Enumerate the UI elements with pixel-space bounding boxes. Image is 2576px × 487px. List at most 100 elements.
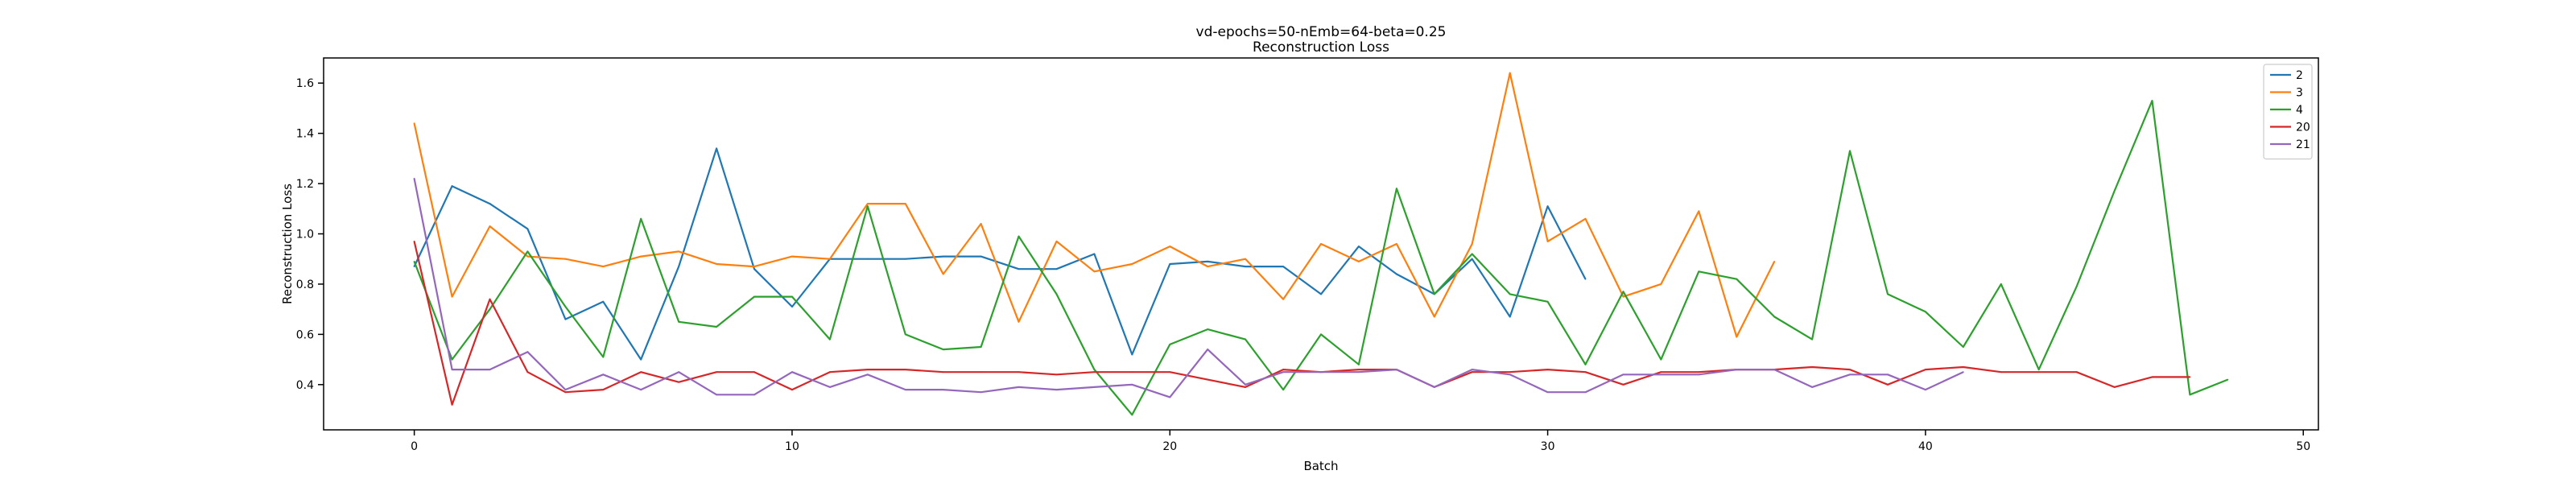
- data-point: [753, 371, 755, 374]
- series-21: [413, 177, 1964, 398]
- series-4: [413, 99, 2229, 416]
- data-point: [942, 273, 944, 275]
- data-point: [866, 374, 869, 376]
- data-point: [1131, 414, 1133, 416]
- data-point: [1131, 371, 1133, 374]
- y-tick-label: 1.4: [296, 128, 314, 141]
- data-point: [980, 346, 982, 348]
- data-point: [1169, 263, 1171, 265]
- x-axis-label: Batch: [1303, 459, 1338, 473]
- data-point: [1055, 374, 1058, 376]
- data-point: [1358, 261, 1360, 262]
- data-point: [1018, 235, 1020, 237]
- x-tick-label: 50: [2296, 440, 2310, 453]
- data-point: [1245, 258, 1246, 260]
- data-point: [1509, 371, 1511, 374]
- y-tick-label: 1.0: [296, 229, 314, 241]
- x-axis-ticks: 0 10 20 30 40 50: [411, 430, 2310, 453]
- data-point: [1509, 316, 1511, 318]
- data-point: [451, 185, 453, 188]
- data-point: [1207, 266, 1209, 267]
- data-point: [1660, 358, 1662, 361]
- data-point: [1320, 333, 1322, 336]
- data-point: [2000, 283, 2002, 285]
- data-point: [1509, 72, 1511, 74]
- data-point: [1433, 293, 1435, 295]
- data-point: [1169, 344, 1171, 345]
- data-point: [1282, 369, 1284, 370]
- data-point: [1811, 366, 1814, 368]
- data-point: [640, 358, 642, 361]
- data-point: [2037, 369, 2040, 370]
- data-point: [829, 258, 831, 260]
- data-point: [753, 394, 755, 396]
- data-point: [451, 403, 453, 406]
- data-point: [1169, 371, 1171, 374]
- data-point: [1773, 316, 1776, 318]
- series-2: [413, 147, 1587, 361]
- data-point: [602, 300, 605, 303]
- legend-label: 4: [2296, 104, 2303, 117]
- data-point: [1471, 369, 1473, 370]
- data-point: [1622, 295, 1624, 298]
- data-point: [1849, 374, 1851, 376]
- x-tick-label: 30: [1541, 440, 1555, 453]
- data-point: [716, 371, 717, 374]
- legend: 2 3 4 20 21: [2263, 64, 2313, 160]
- data-point: [564, 258, 567, 260]
- data-point: [1471, 243, 1473, 245]
- data-point: [640, 255, 642, 258]
- data-point: [1584, 217, 1587, 220]
- data-point: [1131, 353, 1133, 356]
- data-point: [1849, 369, 1851, 370]
- data-point: [1358, 371, 1360, 374]
- data-point: [2189, 376, 2191, 378]
- data-point: [866, 369, 869, 370]
- data-point: [829, 371, 831, 374]
- data-point: [564, 389, 567, 390]
- data-point: [904, 258, 906, 260]
- data-point: [942, 389, 944, 390]
- data-point: [1584, 363, 1587, 365]
- data-point: [1698, 371, 1700, 374]
- data-point: [716, 326, 717, 328]
- data-point: [1018, 268, 1020, 270]
- data-point: [1055, 241, 1058, 242]
- data-point: [866, 258, 869, 260]
- data-point: [678, 320, 680, 323]
- data-point: [1546, 300, 1549, 303]
- data-point: [1962, 371, 1964, 374]
- data-point: [942, 371, 944, 374]
- data-point: [526, 255, 529, 258]
- data-point: [640, 389, 642, 390]
- data-point: [1471, 253, 1473, 255]
- data-point: [866, 203, 869, 205]
- data-point: [451, 358, 453, 361]
- legend-label: 2: [2296, 69, 2303, 82]
- data-point: [2075, 371, 2078, 374]
- data-point: [829, 386, 831, 388]
- data-point: [1546, 241, 1549, 242]
- data-point: [678, 266, 680, 267]
- data-point: [1320, 243, 1322, 245]
- data-point: [1245, 386, 1246, 388]
- data-point: [1773, 261, 1776, 262]
- data-point: [1055, 268, 1058, 270]
- data-point: [602, 266, 605, 267]
- data-point: [2113, 386, 2116, 388]
- data-point: [1546, 391, 1549, 394]
- data-point: [1245, 266, 1246, 267]
- legend-label: 21: [2296, 138, 2310, 151]
- data-point: [980, 391, 982, 394]
- data-point: [489, 298, 491, 300]
- data-point: [829, 338, 831, 340]
- data-point: [904, 203, 906, 205]
- data-point: [716, 394, 717, 396]
- legend-label: 3: [2296, 87, 2303, 100]
- data-point: [716, 147, 717, 150]
- data-point: [1093, 253, 1096, 255]
- data-point: [564, 391, 567, 394]
- data-point: [791, 255, 793, 258]
- chart-title: vd-epochs=50-nEmb=64-beta=0.25: [1196, 24, 1447, 40]
- data-point: [526, 351, 529, 353]
